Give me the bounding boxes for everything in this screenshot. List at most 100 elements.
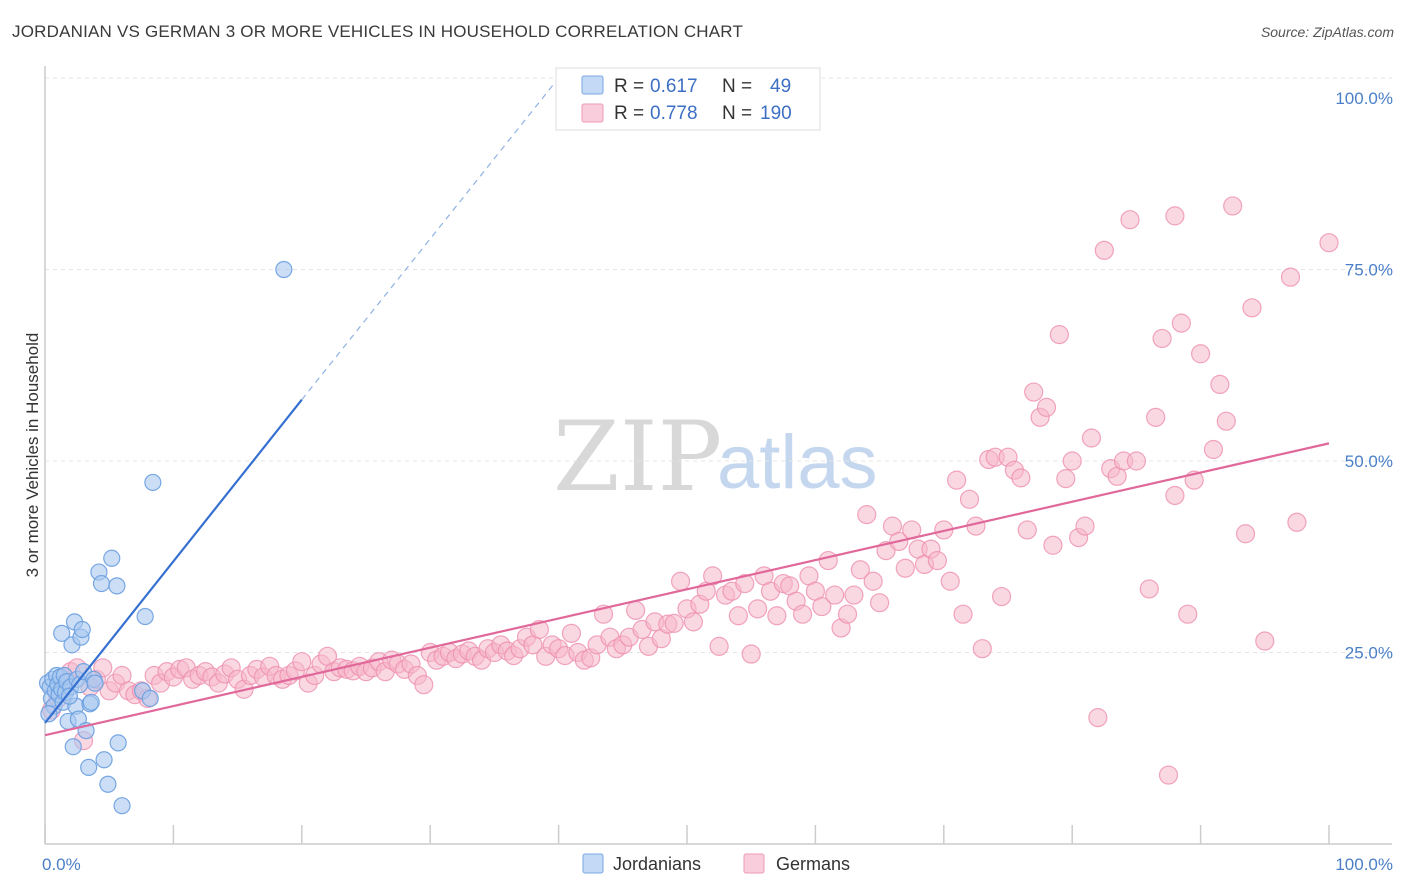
top-legend: R = 0.617 N = 49 R = 0.778 N = 190: [555, 67, 821, 131]
data-point-germans: [1088, 708, 1108, 728]
data-point-jordanians: [99, 775, 117, 793]
data-point-germans: [561, 623, 582, 643]
data-point-jordanians: [82, 693, 100, 711]
data-point-germans: [703, 566, 723, 586]
bottom-legend-swatch-germans: [743, 853, 765, 874]
legend-r-value-germans: 0.778: [650, 103, 698, 124]
data-point-jordanians: [275, 260, 293, 279]
data-point-germans: [1287, 512, 1307, 532]
data-point-germans: [1146, 407, 1166, 427]
data-point-jordanians: [113, 797, 131, 815]
data-point-germans: [825, 585, 845, 605]
data-point-germans: [818, 550, 838, 571]
data-point-germans: [869, 593, 890, 613]
trend-line-jordanians-extension: [301, 77, 560, 401]
data-point-germans: [1158, 765, 1179, 785]
source-label: Source: ZipAtlas.com: [1260, 24, 1394, 40]
legend-r-label-jordanians: R =: [614, 76, 644, 97]
gridlines: [45, 77, 1392, 653]
x-tick-label-max: 100.0%: [1335, 855, 1393, 874]
data-point-germans: [1152, 328, 1172, 349]
data-point-germans: [767, 606, 787, 626]
y-tick-label: 50.0%: [1345, 452, 1393, 471]
data-point-germans: [953, 604, 973, 624]
data-point-germans: [1017, 520, 1037, 540]
data-point-jordanians: [141, 689, 159, 708]
series-jordanians: [38, 260, 293, 815]
legend-n-label-jordanians: N =: [722, 76, 752, 97]
data-point-germans: [1120, 210, 1140, 230]
data-point-germans: [1203, 439, 1224, 460]
data-point-germans: [1235, 524, 1256, 544]
data-point-germans: [1165, 206, 1185, 226]
data-point-germans: [1094, 240, 1114, 260]
trend-line-jordanians: [44, 399, 303, 724]
data-point-germans: [1056, 469, 1076, 489]
data-point-germans: [1049, 325, 1069, 345]
data-point-jordanians: [95, 751, 113, 769]
data-point-germans: [1223, 196, 1243, 216]
data-point-germans: [844, 585, 864, 605]
data-point-germans: [1024, 382, 1044, 402]
data-point-germans: [1190, 344, 1211, 364]
data-point-germans: [959, 489, 980, 509]
data-point-germans: [741, 644, 761, 664]
data-point-germans: [626, 600, 646, 620]
data-point-germans: [1126, 451, 1147, 471]
y-tick-label: 25.0%: [1345, 644, 1393, 663]
data-point-germans: [1043, 535, 1063, 555]
data-point-germans: [683, 612, 704, 632]
data-point-germans: [414, 675, 434, 695]
x-tick-labels: 0.0% 100.0%: [42, 855, 1393, 874]
legend-n-value-jordanians: 49: [770, 76, 791, 97]
data-point-jordanians: [60, 687, 78, 705]
data-point-germans: [735, 573, 755, 594]
bottom-legend-label-germans: Germans: [776, 854, 850, 874]
data-point-germans: [1255, 631, 1275, 651]
bottom-legend-label-jordanians: Jordanians: [613, 854, 701, 874]
legend-r-label-germans: R =: [614, 103, 644, 124]
data-point-germans: [1216, 411, 1236, 431]
data-point-germans: [895, 558, 915, 578]
trend-lines: [44, 77, 1330, 737]
data-point-germans: [1036, 397, 1057, 417]
data-point-jordanians: [73, 620, 91, 639]
data-point-germans: [709, 636, 729, 656]
data-point-jordanians: [108, 577, 126, 595]
data-point-germans: [991, 586, 1012, 607]
data-point-germans: [792, 604, 813, 624]
data-point-jordanians: [80, 758, 98, 777]
data-point-germans: [972, 639, 992, 659]
data-point-germans: [670, 571, 691, 591]
data-point-germans: [1081, 428, 1102, 448]
y-tick-label: 75.0%: [1345, 261, 1393, 280]
data-point-germans: [1178, 604, 1198, 624]
data-point-germans: [1062, 451, 1082, 471]
data-point-germans: [1139, 579, 1159, 599]
data-point-germans: [1210, 374, 1230, 394]
legend-swatch-jordanians: [581, 75, 604, 95]
data-point-germans: [292, 652, 312, 672]
data-point-germans: [857, 505, 877, 525]
watermark-atlas: atlas: [717, 420, 878, 505]
data-point-jordanians: [109, 734, 127, 752]
data-point-germans: [1165, 485, 1185, 506]
legend-swatch-germans: [581, 103, 604, 123]
data-point-germans: [748, 599, 768, 619]
data-point-jordanians: [53, 624, 71, 642]
data-point-germans: [940, 571, 960, 591]
bottom-legend-swatch-jordanians: [582, 853, 604, 874]
data-point-germans: [728, 606, 748, 626]
data-point-germans: [850, 560, 870, 580]
y-tick-label: 100.0%: [1335, 89, 1393, 108]
data-point-jordanians: [40, 705, 58, 723]
data-point-jordanians: [136, 607, 154, 626]
data-point-germans: [1242, 298, 1262, 318]
data-point-germans: [1075, 516, 1095, 536]
watermark-zip: ZIP: [553, 401, 722, 513]
data-point-jordanians: [144, 473, 162, 492]
y-tick-labels: 25.0% 50.0% 75.0% 100.0%: [1335, 89, 1393, 663]
data-point-jordanians: [64, 738, 82, 756]
y-axis-title: 3 or more Vehicles in Household: [23, 333, 42, 578]
